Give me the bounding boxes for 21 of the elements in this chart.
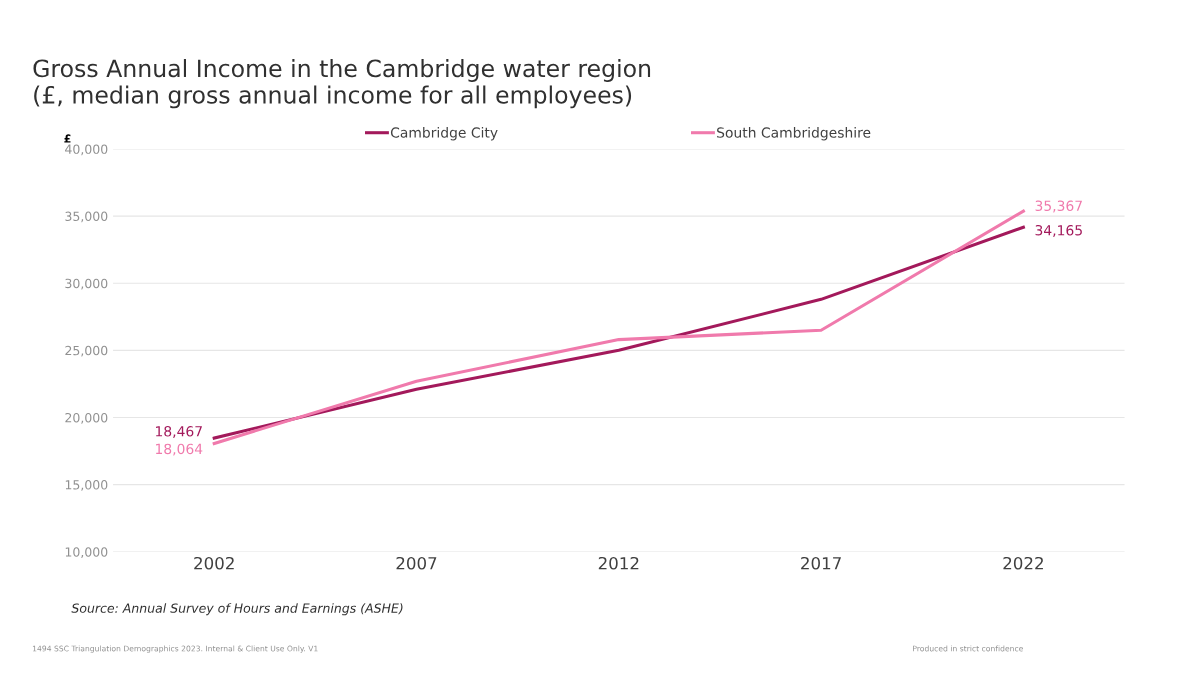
y-tick-label: 25,000 <box>65 345 108 357</box>
x-tick-label: 2002 <box>194 556 234 570</box>
y-tick-label: 35,000 <box>65 211 108 223</box>
data-label: 18,064 <box>156 443 203 456</box>
data-label: 35,367 <box>1035 200 1082 213</box>
y-tick-label: 15,000 <box>65 480 108 491</box>
y-tick-label: 30,000 <box>65 278 108 290</box>
x-tick-label: 2022 <box>1003 556 1043 570</box>
y-tick-label: 20,000 <box>65 412 108 424</box>
x-tick-label: 2012 <box>598 556 639 570</box>
data-label: 34,165 <box>1035 224 1082 237</box>
source-note: Source: Annual Survey of Hours and Earnings (ASHE) <box>71 603 403 616</box>
y-tick-label: 40,000 <box>65 144 108 156</box>
legend-label: Cambridge City <box>390 127 498 141</box>
chart-title: Gross Annual Income in the Cambridge water region (£, median gross annual income for all employees) <box>33 59 651 109</box>
y-tick-label: 10,000 <box>65 547 108 558</box>
x-tick-label: 2007 <box>396 556 437 570</box>
y-axis-title: £ <box>64 134 71 143</box>
data-label: 18,467 <box>156 426 202 438</box>
legend-label: South Cambridgeshire <box>717 127 871 141</box>
x-tick-label: 2017 <box>801 556 841 570</box>
